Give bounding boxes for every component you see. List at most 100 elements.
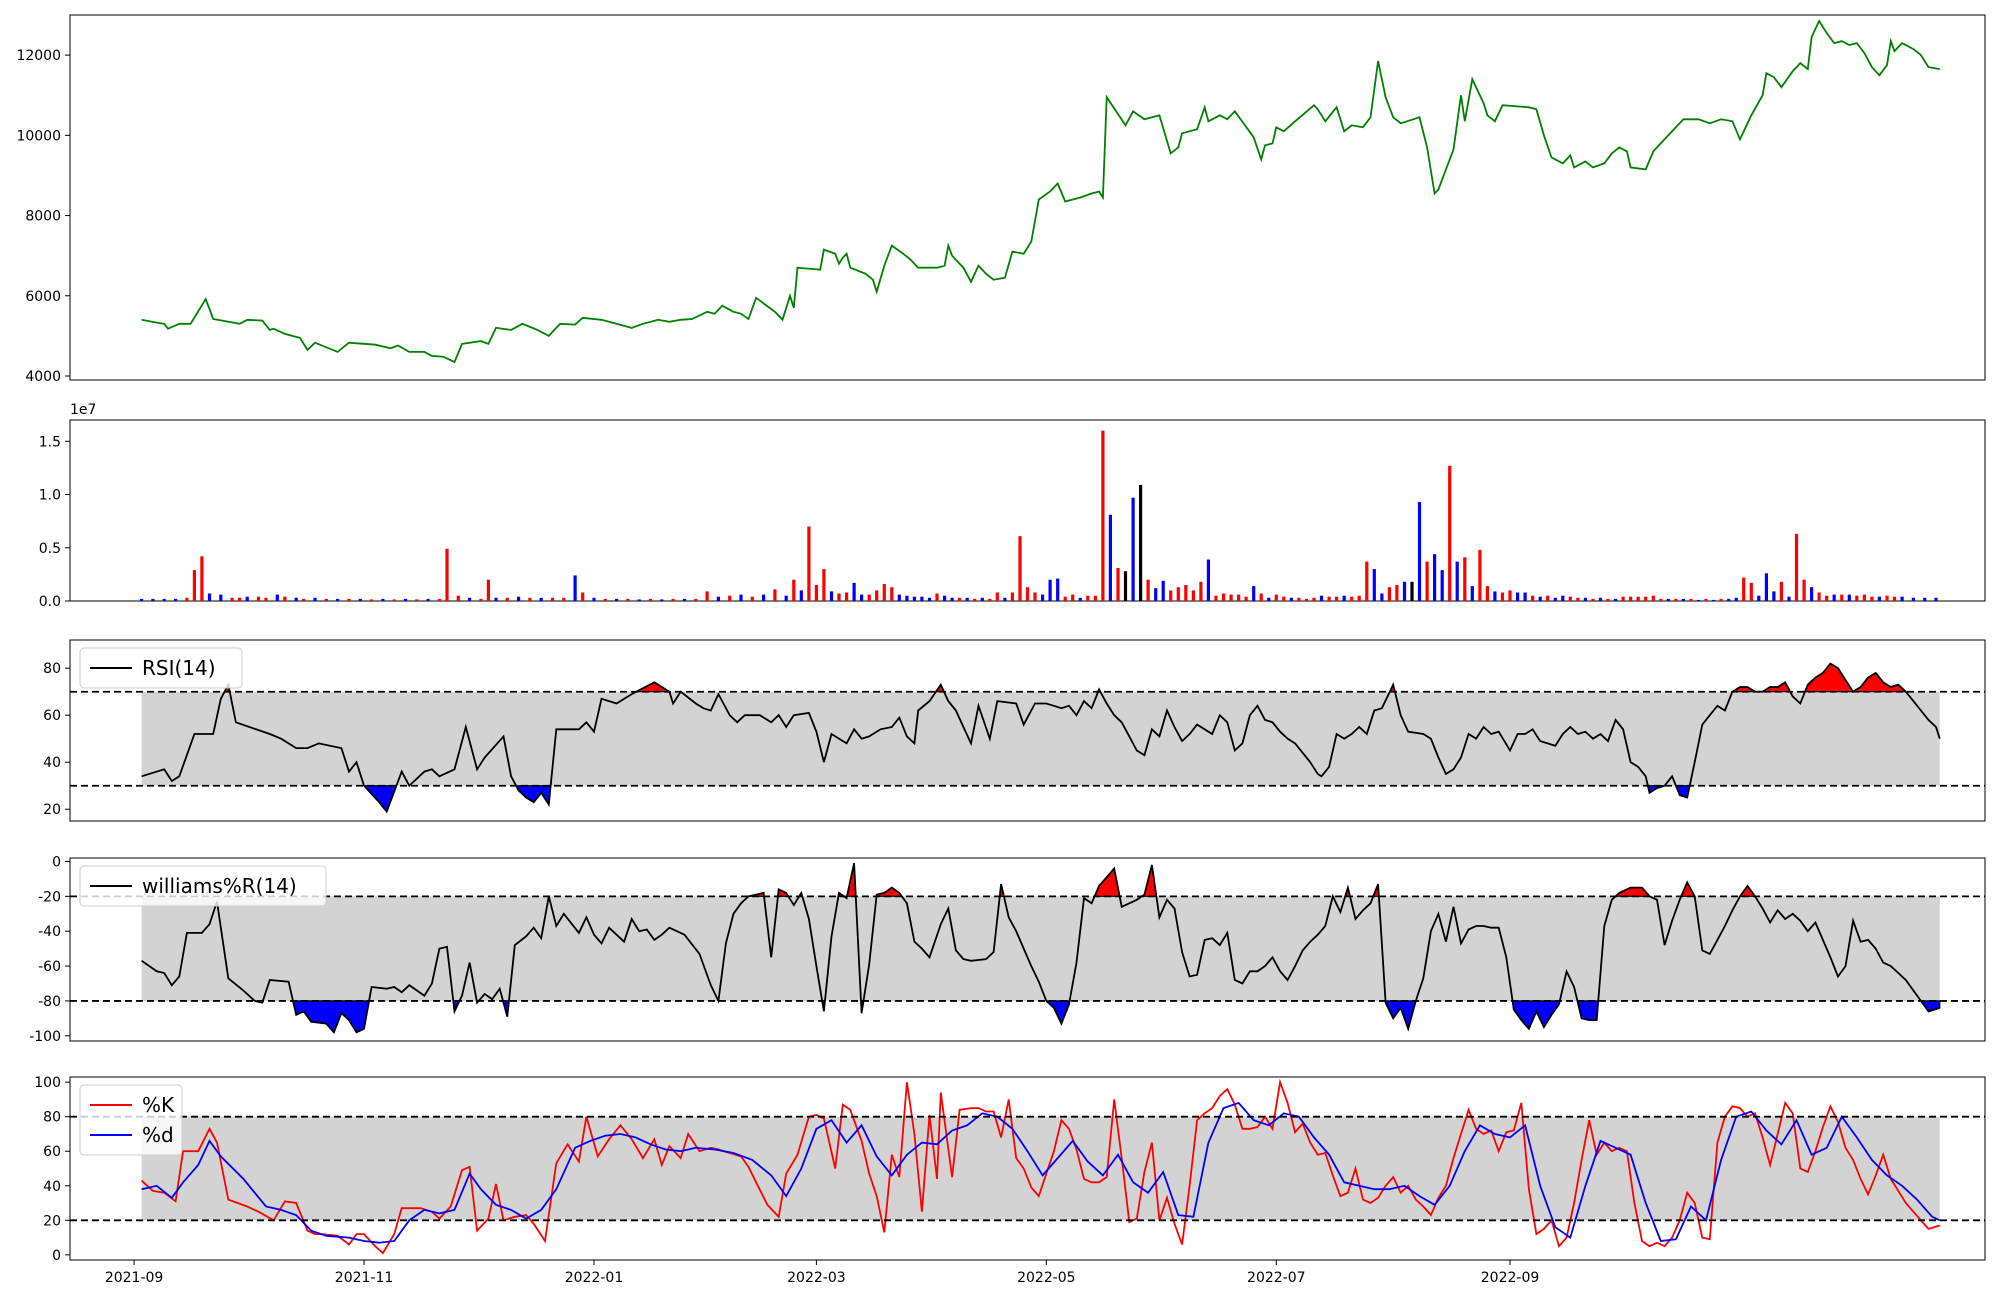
volume-bar [958,597,962,601]
volume-bar [807,526,811,601]
volume-bar [1063,596,1067,601]
volume-bar [1304,598,1309,601]
williams-legend [79,865,327,907]
volume-bar [1855,595,1859,601]
volume-bar [867,594,871,601]
volume-bar [1636,596,1640,601]
volume-bar [1342,595,1346,601]
volume-bar [1727,598,1731,601]
volume-bar [1757,595,1761,601]
volume-bar [1847,594,1851,601]
volume-bar [1297,597,1301,601]
rsi-legend [79,647,243,689]
stochastic-panel-frame [69,1076,1986,1261]
rsi-ytick-label: 40 [43,755,61,771]
volume-bar [1659,598,1663,601]
x-tick-label: 2022-07 [1247,1270,1306,1286]
volume-bar [456,595,460,601]
volume-bar [1508,590,1512,601]
volume-bar [192,570,196,601]
price-ytick-label: 4000 [25,369,61,385]
volume-bar [151,598,155,601]
volume-bar [1154,588,1158,601]
williams-overbought-fill [1738,884,1757,897]
stochastic-legend-label: %d [142,1123,174,1147]
volume-bar [358,598,362,601]
volume-bar [1071,594,1075,601]
volume-bar [784,595,788,601]
volume-bar [1244,596,1248,601]
volume-bar [1033,592,1037,601]
volume-bar [1214,595,1218,601]
volume-bar [1470,586,1474,601]
volume-bar [347,598,351,601]
volume-bar [1644,596,1648,601]
volume-ytick-label: 0.5 [39,541,61,557]
rsi-overbought-fill [1851,672,1908,693]
volume-bar [1184,585,1188,601]
volume-bar [682,598,687,601]
x-tick-label: 2022-09 [1481,1270,1540,1286]
volume-bar [1681,598,1685,601]
volume-bar [973,598,977,601]
volume-bar [705,591,709,601]
stochastic-ytick-label: 100 [34,1075,61,1091]
volume-bar [1614,598,1618,601]
volume-bar [1267,597,1271,601]
volume-bar [1395,585,1399,601]
stochastic-ytick-label: 0 [52,1248,61,1264]
volume-bar [1380,593,1384,601]
volume-bar [381,598,385,601]
volume-bar [592,597,596,601]
rsi-ytick-label: 80 [43,661,61,677]
williams-ytick-label: 0 [52,854,61,870]
volume-bar [313,597,317,601]
williams-oversold-fill [292,1000,370,1034]
volume-bar [1387,587,1391,601]
volume-bar [264,597,268,601]
volume-bar [660,599,664,601]
volume-bar [245,596,249,601]
volume-bar [1651,595,1655,601]
volume-bar [517,596,521,601]
volume-bar [219,594,223,601]
volume-bar [1870,596,1874,601]
volume-bar [927,597,932,601]
volume-bar [445,548,449,601]
volume-bar [426,598,430,601]
volume-bar [1252,586,1256,601]
volume-bar [912,596,916,601]
volume-bar [324,598,328,601]
volume-bar [799,590,803,601]
volume-bar [230,597,234,601]
volume-bar [1448,465,1452,601]
x-tick-label: 2021-11 [335,1270,394,1286]
williams-ytick-label: -100 [29,1029,61,1045]
volume-bar [1500,592,1505,601]
volume-bar [1794,533,1799,601]
volume-bar [1078,597,1082,601]
price-panel-frame [69,14,1986,381]
volume-bar [1056,578,1060,601]
volume-bar [1289,597,1293,601]
volume-bar [1146,579,1150,601]
rsi-ytick-label: 60 [43,708,61,724]
rsi-legend-label: RSI(14) [142,656,216,680]
volume-bar [1493,591,1497,601]
volume-bar [814,585,818,601]
volume-bar [852,582,856,601]
volume-bar [392,599,396,601]
volume-bar [1206,559,1210,601]
volume-bar [1048,579,1052,601]
volume-bar [1433,554,1437,601]
volume-bar [479,598,483,601]
volume-bar [1892,596,1897,601]
volume-bar [1546,595,1550,601]
volume-bar [995,592,999,601]
volume-bar [1191,590,1195,601]
volume-bar [920,596,924,601]
volume-bar [256,596,261,601]
volume-bar [336,598,340,601]
volume-bar [1911,597,1915,601]
